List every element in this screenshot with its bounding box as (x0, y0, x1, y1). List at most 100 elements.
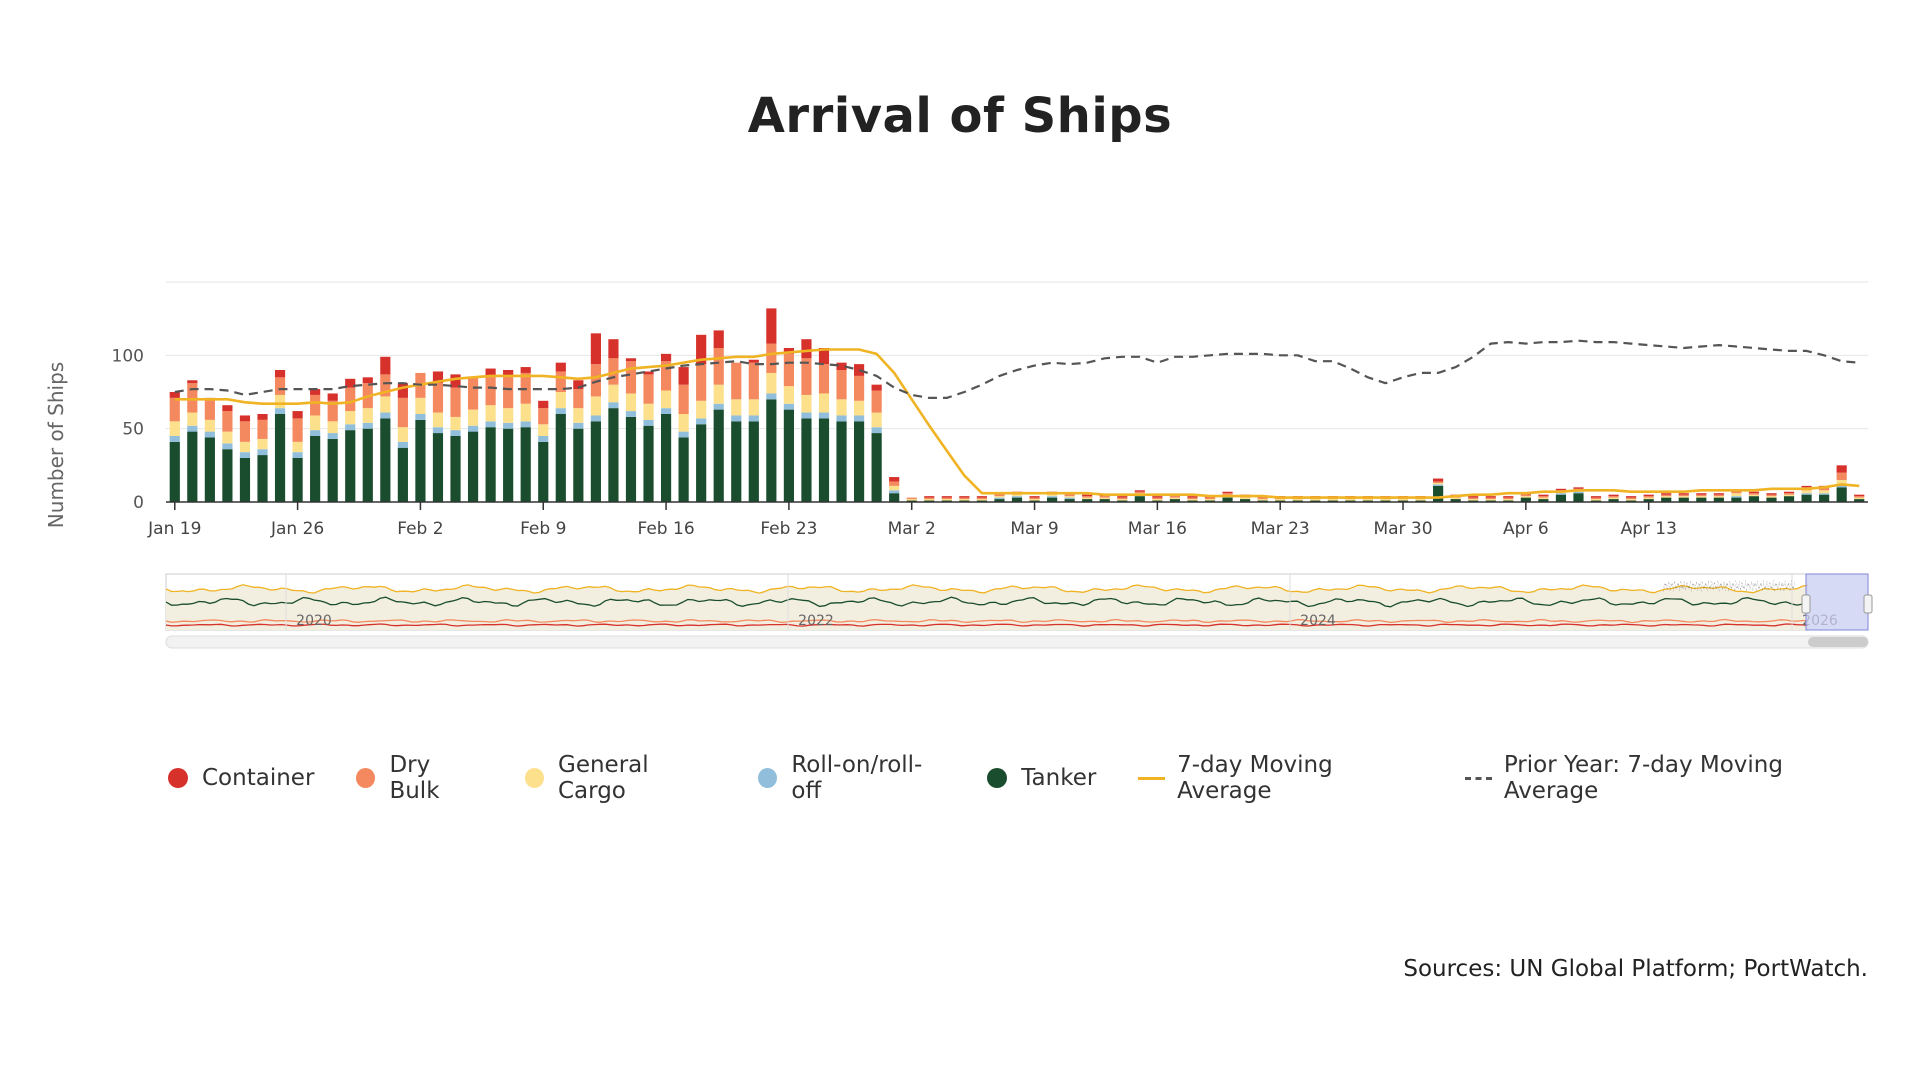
bar-segment-dry-bulk (257, 419, 268, 439)
bar-segment-general-cargo (1011, 494, 1023, 497)
legend-symbol-icon (524, 768, 544, 788)
legend-label: Dry Bulk (389, 752, 440, 804)
bar-segment-tanker (222, 449, 233, 502)
bar-segment-tanker (1731, 497, 1742, 502)
bar-segment-dry-bulk (1520, 494, 1531, 497)
bar-segment-roro (555, 408, 566, 414)
bar-segment-container (1748, 491, 1760, 494)
bar-segment-container (1661, 493, 1672, 495)
bar-segment-container (889, 477, 900, 482)
bar-segment-container (1222, 491, 1233, 494)
bar-segment-tanker (1450, 499, 1461, 502)
legend-item-roro[interactable]: Roll-on/roll-off (758, 752, 945, 804)
bar-segment-container (1134, 490, 1145, 492)
bar-segment-roro (204, 431, 215, 438)
legend-item-container[interactable]: Container (168, 765, 314, 791)
bar-segment-roro (274, 408, 286, 414)
bar-segment-general-cargo (1485, 499, 1496, 501)
navigator-scrollbar-thumb[interactable] (1808, 637, 1868, 647)
bar-segment-dry-bulk (783, 353, 794, 387)
bar-segment-general-cargo (1099, 497, 1110, 500)
bar-segment-roro (818, 412, 830, 419)
bar-segment-dry-bulk (1468, 497, 1479, 500)
legend-item-general-cargo[interactable]: General Cargo (524, 752, 716, 804)
bar-segment-dry-bulk (1538, 496, 1549, 498)
bar-segment-container (1643, 494, 1654, 497)
bar-segment-general-cargo (169, 421, 180, 436)
bar-segment-tanker (1608, 499, 1619, 502)
bar-segment-general-cargo (362, 408, 373, 423)
x-axis-ticks: Jan 19 Jan 26 Feb 2 Feb 9 Feb 16 Feb 23 Mar 2 M… (147, 502, 1677, 539)
y-tick-label: 100 (112, 346, 144, 366)
bar-segment-general-cargo (1854, 497, 1865, 500)
navigator-handle-right[interactable] (1863, 594, 1873, 614)
bar-segment-dry-bulk (1643, 496, 1654, 498)
bar-segment-container (836, 362, 847, 370)
bar-segment-tanker (555, 414, 566, 502)
bar-segment-general-cargo (292, 441, 303, 453)
bar-segment-container (397, 383, 408, 398)
bar-segment-container (555, 362, 566, 372)
y-axis-ticks: 0 50 100 (112, 346, 144, 513)
bar-segment-dry-bulk (432, 383, 444, 413)
range-navigator[interactable]: 2020202220242026 (0, 0, 1920, 660)
bar-segment-dry-bulk (1187, 497, 1198, 500)
x-tick-label: Feb 16 (638, 519, 695, 539)
bar-segment-dry-bulk (1433, 481, 1444, 483)
bar-segment-general-cargo (1117, 499, 1128, 501)
legend-item-moving-average[interactable]: 7-day Moving Average (1138, 752, 1423, 804)
bar-segment-general-cargo (1345, 499, 1356, 501)
navigator-handle-left[interactable] (1801, 594, 1811, 614)
bar-segment-roro (1573, 491, 1584, 494)
bar-segment-general-cargo (643, 403, 654, 420)
bar-segment-roro (994, 497, 1005, 500)
navigator-year-label: 2020 (296, 613, 332, 629)
bar-segment-tanker (1538, 499, 1549, 502)
bar-segment-general-cargo (1696, 496, 1707, 498)
bar-segment-dry-bulk (1204, 497, 1216, 500)
bar-segment-general-cargo (590, 396, 601, 416)
bar-segment-tanker (853, 421, 865, 502)
bar-segment-general-cargo (1678, 496, 1689, 498)
legend-item-prior-year[interactable]: Prior Year: 7-day Moving Average (1465, 752, 1868, 804)
bar-segment-container (1713, 493, 1724, 495)
bar-segment-container (608, 339, 619, 359)
bar-segment-tanker (889, 493, 900, 502)
bar-segment-roro (1433, 484, 1444, 486)
legend-item-dry-bulk[interactable]: Dry Bulk (356, 752, 483, 804)
bar-segment-container (1608, 494, 1619, 497)
bar-segment-dry-bulk (1503, 497, 1514, 500)
bar-segment-container (274, 370, 286, 378)
chart-title: Arrival of Ships (747, 88, 1173, 144)
bar-segment-dry-bulk (1626, 497, 1637, 500)
bar-segment-roro (1064, 497, 1075, 500)
navigator-year-label: 2022 (798, 613, 834, 629)
bar-segment-tanker (327, 438, 338, 502)
y-tick-label: 0 (133, 493, 144, 513)
bar-segment-dry-bulk (801, 358, 812, 395)
navigator-selected-range[interactable] (1805, 573, 1869, 631)
bar-segment-roro (257, 449, 268, 456)
bar-segment-dry-bulk (1169, 496, 1181, 498)
bar-segment-general-cargo (1415, 499, 1426, 501)
bar-segment-general-cargo (380, 396, 391, 413)
bar-segment-dry-bulk (643, 374, 654, 404)
bar-segment-roro (836, 415, 847, 422)
legend-label: Prior Year: 7-day Moving Average (1503, 752, 1783, 804)
bar-segment-dry-bulk (1678, 494, 1689, 497)
bar-segment-roro (239, 452, 251, 458)
bar-segment-dry-bulk (994, 494, 1005, 497)
bar-segment-container (1152, 496, 1163, 498)
bar-segment-general-cargo (1397, 499, 1409, 501)
bar-segment-tanker (1766, 497, 1777, 502)
bar-segment-dry-bulk (1485, 497, 1496, 500)
bar-segment-general-cargo (467, 409, 479, 426)
bar-segment-general-cargo (1362, 499, 1374, 501)
bar-segment-container (959, 496, 970, 498)
navigator-scrollbar-track[interactable] (165, 635, 1869, 649)
bar-segment-container (169, 392, 180, 398)
legend-item-tanker[interactable]: Tanker (987, 765, 1096, 791)
bar-segment-container (362, 377, 373, 384)
x-tick-label: Apr 6 (1503, 519, 1549, 539)
bar-segment-dry-bulk (1064, 494, 1075, 497)
